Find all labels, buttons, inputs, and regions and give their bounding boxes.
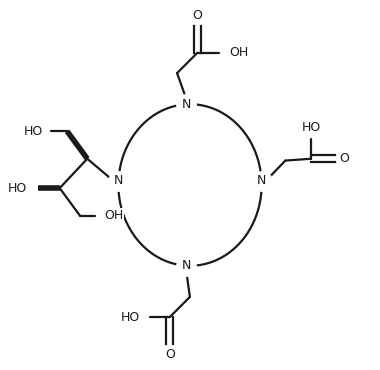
- Text: N: N: [182, 98, 191, 111]
- Text: HO: HO: [301, 121, 321, 134]
- Text: HO: HO: [8, 182, 27, 195]
- Text: N: N: [182, 259, 191, 272]
- Text: OH: OH: [104, 209, 123, 222]
- Text: HO: HO: [121, 310, 140, 324]
- Text: OH: OH: [230, 46, 249, 60]
- Text: N: N: [114, 174, 123, 187]
- Text: N: N: [257, 174, 266, 187]
- Text: HO: HO: [24, 125, 43, 138]
- Text: O: O: [165, 348, 175, 361]
- Text: O: O: [192, 9, 202, 22]
- Text: O: O: [339, 152, 349, 165]
